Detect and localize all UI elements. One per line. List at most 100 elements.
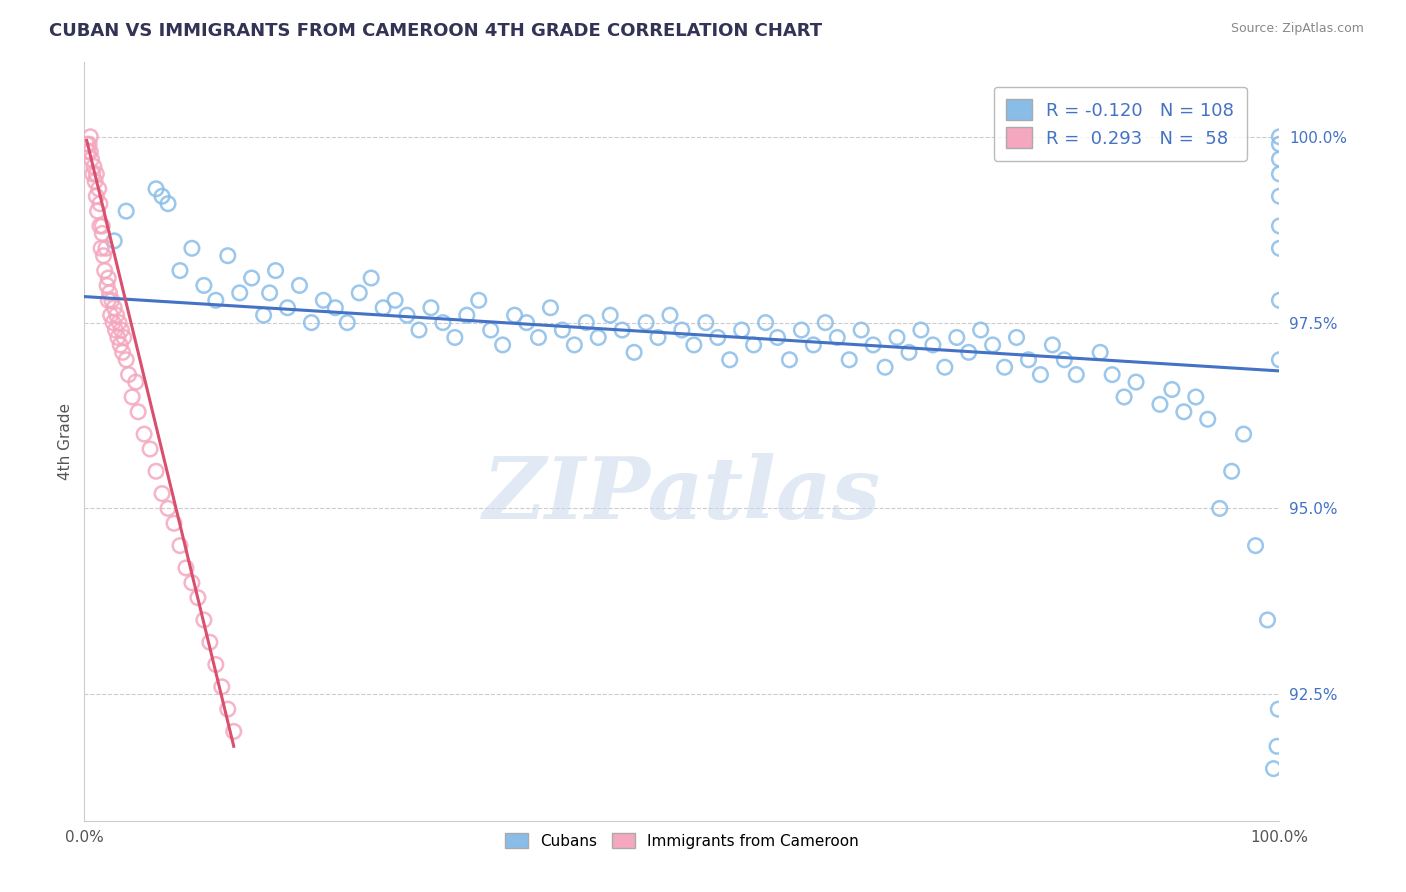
Point [1244, 539, 1267, 553]
Point [217, 249, 239, 263]
Point [110, 338, 132, 352]
Point [325, 301, 347, 315]
Point [117, 368, 139, 382]
Point [110, 323, 132, 337]
Point [301, 316, 323, 330]
Text: ZIPatlas: ZIPatlas [482, 453, 882, 536]
Point [193, 613, 215, 627]
Point [115, 352, 138, 367]
Point [127, 405, 149, 419]
Point [100, 308, 122, 322]
Point [851, 323, 873, 337]
Point [1125, 375, 1147, 389]
Point [86, 204, 108, 219]
Point [636, 316, 658, 330]
Legend: Cubans, Immigrants from Cameroon: Cubans, Immigrants from Cameroon [499, 827, 865, 855]
Point [970, 323, 993, 337]
Point [1209, 501, 1232, 516]
Point [1268, 352, 1291, 367]
Point [145, 464, 167, 478]
Point [205, 293, 228, 308]
Point [898, 345, 921, 359]
Point [193, 278, 215, 293]
Point [264, 263, 287, 277]
Point [94, 241, 117, 255]
Point [612, 323, 634, 337]
Point [647, 330, 669, 344]
Point [946, 330, 969, 344]
Point [1268, 293, 1291, 308]
Point [1267, 702, 1289, 716]
Point [89, 196, 111, 211]
Point [755, 316, 778, 330]
Point [1185, 390, 1208, 404]
Point [659, 308, 682, 322]
Text: CUBAN VS IMMIGRANTS FROM CAMEROON 4TH GRADE CORRELATION CHART: CUBAN VS IMMIGRANTS FROM CAMEROON 4TH GR… [49, 22, 823, 40]
Point [1090, 345, 1112, 359]
Point [211, 680, 233, 694]
Point [150, 486, 173, 500]
Point [91, 219, 114, 233]
Point [575, 316, 598, 330]
Point [139, 442, 162, 456]
Point [169, 263, 191, 277]
Point [181, 241, 204, 255]
Point [1161, 383, 1184, 397]
Point [240, 271, 263, 285]
Point [934, 360, 956, 375]
Point [145, 182, 167, 196]
Point [1053, 352, 1076, 367]
Point [671, 323, 693, 337]
Point [1268, 189, 1291, 203]
Point [222, 724, 245, 739]
Point [83, 160, 105, 174]
Point [1263, 762, 1285, 776]
Point [731, 323, 754, 337]
Point [86, 167, 108, 181]
Point [479, 323, 502, 337]
Point [1101, 368, 1123, 382]
Point [718, 352, 741, 367]
Point [695, 316, 717, 330]
Point [87, 182, 110, 196]
Point [132, 427, 156, 442]
Point [551, 323, 574, 337]
Point [157, 196, 180, 211]
Point [217, 702, 239, 716]
Point [838, 352, 860, 367]
Point [101, 293, 124, 308]
Point [910, 323, 932, 337]
Point [503, 308, 526, 322]
Point [1066, 368, 1088, 382]
Point [111, 345, 134, 359]
Point [790, 323, 813, 337]
Point [408, 323, 430, 337]
Point [187, 591, 209, 605]
Point [1265, 739, 1288, 754]
Y-axis label: 4th Grade: 4th Grade [58, 403, 73, 480]
Point [1173, 405, 1195, 419]
Point [93, 263, 115, 277]
Point [181, 575, 204, 590]
Point [922, 338, 945, 352]
Point [1149, 397, 1171, 411]
Point [277, 301, 299, 315]
Point [1233, 427, 1256, 442]
Point [827, 330, 849, 344]
Point [229, 285, 252, 300]
Text: Source: ZipAtlas.com: Source: ZipAtlas.com [1230, 22, 1364, 36]
Point [108, 316, 131, 330]
Point [77, 137, 100, 152]
Point [336, 316, 359, 330]
Point [312, 293, 335, 308]
Point [981, 338, 1004, 352]
Point [957, 345, 980, 359]
Point [91, 227, 114, 241]
Point [1268, 129, 1291, 144]
Point [1197, 412, 1219, 426]
Point [79, 129, 101, 144]
Point [1005, 330, 1028, 344]
Point [360, 271, 382, 285]
Point [564, 338, 586, 352]
Point [1029, 368, 1052, 382]
